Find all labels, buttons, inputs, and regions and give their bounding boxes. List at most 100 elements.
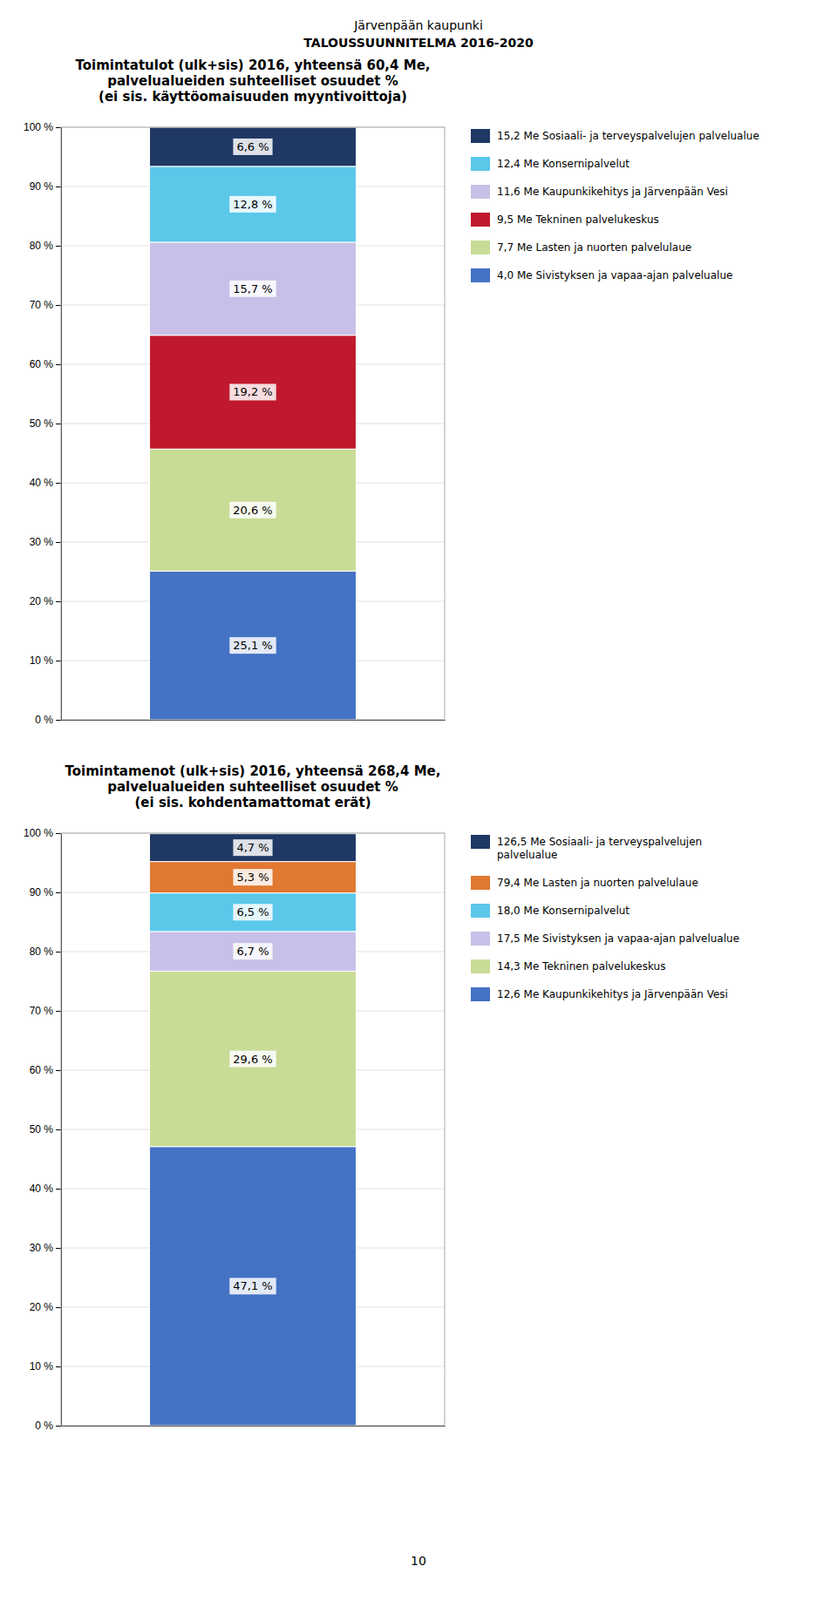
tick-label: 60 %	[29, 358, 55, 371]
tick: 100 %	[23, 121, 62, 134]
tick-mark	[55, 1070, 62, 1072]
tick-label: 0 %	[34, 714, 54, 727]
chart-svg: Järvenpään kaupunkiTALOUSSUUNNITELMA 201…	[0, 0, 837, 1600]
legend-swatch	[470, 184, 490, 199]
legend-swatch	[470, 904, 490, 919]
text-line: 15,2 Me Sosiaali- ja terveyspalvelujen p…	[496, 129, 760, 143]
data-label: 5,3 %	[232, 869, 273, 886]
tick-mark	[55, 127, 62, 129]
tick-label: 20 %	[29, 595, 55, 608]
data-label: 15,7 %	[229, 280, 276, 298]
tick-label: 0 %	[34, 1420, 54, 1433]
legend-item: 14,3 Me Tekninen palvelukeskus	[470, 959, 666, 974]
data-label-bg	[229, 383, 276, 401]
tick-label: 10 %	[29, 1360, 55, 1374]
tick-mark	[55, 892, 62, 894]
tick-label: 10 %	[29, 654, 55, 667]
data-label-bg	[229, 637, 276, 654]
tick-label: 90 %	[29, 180, 55, 193]
data-label: 12,8 %	[229, 196, 276, 213]
data-label-bg	[232, 138, 273, 156]
tick: 20 %	[29, 595, 62, 608]
page: Järvenpään kaupunkiTALOUSSUUNNITELMA 201…	[0, 0, 837, 1600]
legend-label: 14,3 Me Tekninen palvelukeskus	[496, 960, 666, 974]
plot-area: 0 %10 %20 %30 %40 %50 %60 %70 %80 %90 %1…	[23, 827, 446, 1433]
legend-item: 7,7 Me Lasten ja nuorten palvelulaue	[470, 240, 692, 255]
text-line: 9,5 Me Tekninen palvelukeskus	[496, 213, 660, 226]
tick-label: 50 %	[29, 417, 55, 430]
plot-frame	[61, 127, 445, 721]
text-line: Toimintamenot (ulk+sis) 2016, yhteensä 2…	[65, 763, 442, 780]
legend-swatch	[470, 959, 490, 974]
tick-label: 70 %	[29, 1005, 55, 1018]
tick-mark	[55, 245, 62, 247]
bar-segment	[149, 834, 357, 863]
legend-swatch	[470, 876, 490, 891]
tick: 70 %	[29, 1005, 62, 1018]
tick-label: 100 %	[23, 827, 54, 840]
tick: 0 %	[34, 714, 62, 727]
tick: 10 %	[29, 1360, 62, 1374]
tick-label: 20 %	[29, 1301, 55, 1314]
bar-segment	[149, 166, 357, 243]
tick-label: 60 %	[29, 1064, 55, 1077]
tick-mark	[55, 483, 62, 484]
data-label-bg	[232, 839, 273, 857]
text-line: 7,7 Me Lasten ja nuorten palvelulaue	[496, 241, 692, 254]
tick: 30 %	[29, 536, 62, 549]
tick: 30 %	[29, 1242, 62, 1255]
data-label: 47,1 %	[229, 1278, 276, 1295]
tick: 90 %	[29, 886, 62, 899]
tick-label: 80 %	[29, 239, 55, 252]
legend-swatch	[470, 129, 490, 143]
tick: 100 %	[23, 827, 62, 840]
tick-label: 40 %	[29, 1183, 55, 1196]
data-label-bg	[229, 196, 276, 213]
bar-segment	[149, 127, 357, 167]
legend: 126,5 Me Sosiaali- ja terveyspalvelujenp…	[470, 835, 740, 1002]
legend-label: 18,0 Me Konsernipalvelut	[496, 905, 630, 918]
text-line: 18,0 Me Konsernipalvelut	[496, 905, 630, 918]
data-label-text: 15,7 %	[232, 282, 273, 296]
legend-label: 12,6 Me Kaupunkikehitys ja Järvenpään Ve…	[496, 988, 729, 1001]
legend-label: 9,5 Me Tekninen palvelukeskus	[496, 213, 660, 226]
data-label-text: 6,6 %	[236, 140, 269, 154]
tick: 40 %	[29, 1183, 62, 1196]
data-label-text: 12,8 %	[232, 197, 273, 211]
chart-title: Toimintamenot (ulk+sis) 2016, yhteensä 2…	[65, 763, 442, 811]
data-label-bg	[229, 1051, 276, 1069]
data-label-text: 19,2 %	[232, 385, 273, 399]
legend-label: 15,2 Me Sosiaali- ja terveyspalvelujen p…	[496, 129, 760, 143]
data-label-bg	[232, 943, 273, 960]
legend-label: 11,6 Me Kaupunkikehitys ja Järvenpään Ve…	[496, 185, 729, 198]
tick-mark	[55, 1129, 62, 1131]
tick-mark	[55, 833, 62, 835]
legend: 15,2 Me Sosiaali- ja terveyspalvelujen p…	[470, 129, 760, 283]
data-label: 19,2 %	[229, 383, 276, 401]
data-label: 6,6 %	[232, 138, 273, 156]
text-line: (ei sis. kohdentamattomat erät)	[134, 795, 371, 811]
tick: 20 %	[29, 1301, 62, 1314]
tick: 90 %	[29, 180, 62, 193]
page-number: 10	[410, 1554, 427, 1569]
tick-mark	[55, 601, 62, 603]
tick-mark	[55, 1011, 62, 1013]
tick-label: 30 %	[29, 536, 55, 549]
tick: 50 %	[29, 417, 62, 430]
data-label: 4,7 %	[232, 839, 273, 857]
tick-mark	[55, 542, 62, 544]
tick-mark	[55, 720, 62, 722]
legend-label: 79,4 Me Lasten ja nuorten palvelulaue	[496, 877, 699, 890]
page-title: Järvenpään kaupunki	[353, 18, 484, 33]
legend-swatch	[470, 268, 490, 283]
legend-swatch	[470, 932, 490, 946]
legend-label: 7,7 Me Lasten ja nuorten palvelulaue	[496, 241, 692, 254]
bar-segment	[149, 449, 357, 572]
bar-segment	[149, 971, 357, 1147]
legend-item: 18,0 Me Konsernipalvelut	[470, 904, 630, 919]
data-label-bg	[229, 502, 276, 519]
tick-label: 80 %	[29, 945, 55, 959]
tick-mark	[55, 660, 62, 662]
tick-mark	[55, 305, 62, 307]
plot-frame	[61, 833, 445, 1427]
